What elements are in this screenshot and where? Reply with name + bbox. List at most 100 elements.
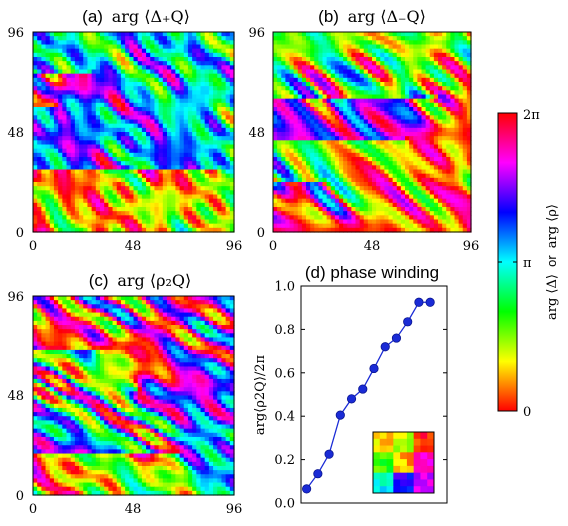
heatmap-cell bbox=[41, 148, 47, 154]
heatmap-cell bbox=[108, 40, 114, 46]
heatmap-cell bbox=[62, 157, 68, 162]
heatmap-cell bbox=[120, 173, 126, 179]
heatmap-cell bbox=[446, 123, 451, 129]
heatmap-cell bbox=[343, 119, 348, 125]
heatmap-cell bbox=[438, 177, 443, 183]
heatmap-cell bbox=[301, 227, 307, 233]
heatmap-cell bbox=[318, 111, 324, 116]
heatmap-cell bbox=[392, 127, 398, 133]
heatmap-cell bbox=[33, 119, 38, 125]
heatmap-cell bbox=[33, 300, 38, 305]
heatmap-cell bbox=[343, 69, 348, 75]
heatmap-cell bbox=[146, 227, 151, 233]
heatmap-cell bbox=[183, 177, 189, 183]
heatmap-cell bbox=[213, 94, 218, 100]
heatmap-cell bbox=[330, 186, 336, 191]
heatmap-cell bbox=[446, 94, 451, 100]
heatmap-cell bbox=[74, 312, 80, 318]
heatmap-cell bbox=[187, 186, 193, 191]
heatmap-cell bbox=[409, 202, 414, 208]
heatmap-cell bbox=[425, 77, 431, 83]
heatmap-cell bbox=[79, 194, 84, 200]
heatmap-cell bbox=[58, 32, 63, 37]
heatmap-cell bbox=[221, 69, 227, 75]
heatmap-cell bbox=[154, 44, 160, 50]
heatmap-cell bbox=[146, 65, 151, 71]
heatmap-cell bbox=[100, 115, 105, 121]
heatmap-cell bbox=[314, 90, 319, 96]
heatmap-cell bbox=[289, 194, 295, 200]
heatmap-cell bbox=[37, 157, 42, 162]
heatmap-cell bbox=[462, 132, 468, 137]
heatmap-cell bbox=[466, 86, 472, 91]
heatmap-cell bbox=[183, 316, 189, 322]
heatmap-cell bbox=[200, 98, 206, 104]
heatmap-cell bbox=[396, 132, 402, 137]
heatmap-cell bbox=[229, 36, 235, 41]
heatmap-cell bbox=[53, 202, 59, 208]
heatmap-cell bbox=[413, 94, 418, 100]
heatmap-cell bbox=[314, 86, 319, 91]
heatmap-cell bbox=[217, 140, 223, 146]
heatmap-cell bbox=[396, 65, 402, 71]
heatmap-cell bbox=[285, 40, 291, 46]
heatmap-cell bbox=[95, 304, 101, 310]
heatmap-cell bbox=[438, 227, 443, 233]
heatmap-cell bbox=[392, 77, 398, 83]
heatmap-cell bbox=[318, 190, 324, 196]
heatmap-cell bbox=[229, 123, 235, 129]
heatmap-cell bbox=[217, 194, 223, 200]
heatmap-cell bbox=[49, 157, 55, 162]
heatmap-cell bbox=[450, 48, 456, 54]
heatmap-cell bbox=[380, 219, 385, 225]
heatmap-cell bbox=[120, 69, 126, 75]
heatmap-cell bbox=[104, 90, 109, 96]
heatmap-cell bbox=[129, 182, 135, 187]
heatmap-cell bbox=[100, 32, 105, 37]
heatmap-cell bbox=[183, 111, 189, 116]
heatmap-cell bbox=[141, 304, 147, 310]
heatmap-cell bbox=[133, 186, 139, 191]
heatmap-cell bbox=[192, 215, 197, 221]
heatmap-cell bbox=[318, 215, 324, 221]
heatmap-cell bbox=[37, 119, 42, 125]
heatmap-cell bbox=[133, 77, 139, 83]
heatmap-cell bbox=[141, 211, 147, 216]
heatmap-cell bbox=[70, 65, 76, 71]
heatmap-cell bbox=[133, 300, 139, 305]
heatmap-cell bbox=[66, 98, 72, 104]
heatmap-cell bbox=[112, 77, 118, 83]
heatmap-cell bbox=[273, 40, 278, 46]
heatmap-cell bbox=[330, 227, 336, 233]
heatmap-cell bbox=[273, 140, 278, 146]
heatmap-cell bbox=[74, 107, 80, 112]
heatmap-cell bbox=[196, 312, 202, 318]
heatmap-cell bbox=[405, 57, 410, 62]
heatmap-cell bbox=[154, 152, 160, 158]
heatmap-cell bbox=[141, 111, 147, 116]
heatmap-cell bbox=[458, 111, 464, 116]
heatmap-cell bbox=[204, 296, 210, 301]
heatmap-cell bbox=[66, 136, 72, 141]
heatmap-cell bbox=[306, 177, 311, 183]
heatmap-cell bbox=[281, 40, 286, 46]
heatmap-cell bbox=[384, 207, 390, 212]
heatmap-cell bbox=[438, 82, 443, 87]
heatmap-cell bbox=[221, 190, 227, 196]
heatmap-cell bbox=[281, 148, 286, 154]
heatmap-cell bbox=[192, 61, 197, 66]
heatmap-cell bbox=[213, 111, 218, 116]
heatmap-cell bbox=[129, 223, 135, 229]
heatmap-cell bbox=[171, 177, 176, 183]
heatmap-cell bbox=[158, 140, 164, 146]
heatmap-cell bbox=[466, 215, 472, 221]
heatmap-cell bbox=[355, 215, 361, 221]
heatmap-cell bbox=[466, 173, 472, 179]
heatmap-cell bbox=[322, 157, 328, 162]
heatmap-cell bbox=[446, 148, 451, 154]
heatmap-cell bbox=[405, 73, 410, 79]
heatmap-cell bbox=[112, 227, 118, 233]
heatmap-cell bbox=[355, 169, 361, 175]
heatmap-cell bbox=[41, 202, 47, 208]
heatmap-cell bbox=[154, 148, 160, 154]
